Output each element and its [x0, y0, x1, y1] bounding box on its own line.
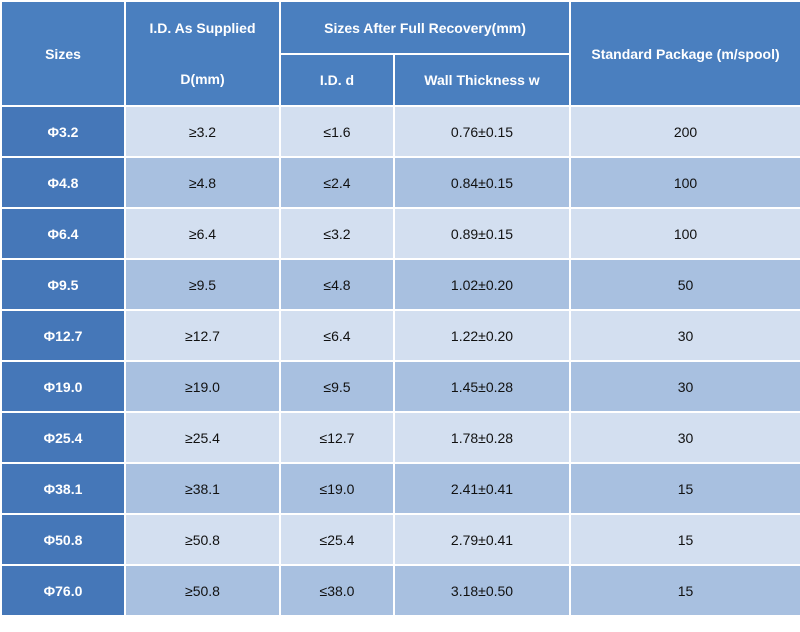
header-after-recovery: Sizes After Full Recovery(mm) — [278, 0, 572, 55]
cell-id-d: ≤3.2 — [279, 207, 395, 260]
cell-wall-thickness: 1.78±0.28 — [392, 411, 572, 464]
cell-size: Φ9.5 — [0, 258, 126, 311]
table-row: Φ38.1 ≥38.1 ≤19.0 2.41±0.41 15 — [0, 462, 800, 515]
cell-wall-thickness: 2.79±0.41 — [392, 513, 572, 566]
table-row: Φ19.0 ≥19.0 ≤9.5 1.45±0.28 30 — [0, 360, 800, 413]
cell-size: Φ4.8 — [0, 156, 126, 209]
cell-id-d: ≤25.4 — [279, 513, 395, 566]
table-row: Φ3.2 ≥3.2 ≤1.6 0.76±0.15 200 — [0, 105, 800, 158]
cell-size: Φ76.0 — [0, 564, 126, 617]
cell-standard-package: 100 — [569, 156, 800, 209]
cell-size: Φ25.4 — [0, 411, 126, 464]
cell-wall-thickness: 1.45±0.28 — [392, 360, 572, 413]
table-row: Φ6.4 ≥6.4 ≤3.2 0.89±0.15 100 — [0, 207, 800, 260]
header-standard-package: Standard Package (m/spool) — [569, 0, 800, 107]
table-row: Φ4.8 ≥4.8 ≤2.4 0.84±0.15 100 — [0, 156, 800, 209]
table-row: Φ12.7 ≥12.7 ≤6.4 1.22±0.20 30 — [0, 309, 800, 362]
cell-size: Φ50.8 — [0, 513, 126, 566]
cell-wall-thickness: 3.18±0.50 — [392, 564, 572, 617]
header-id-supplied-line2: D(mm) — [180, 71, 225, 87]
cell-id-d: ≤12.7 — [279, 411, 395, 464]
cell-wall-thickness: 2.41±0.41 — [392, 462, 572, 515]
cell-wall-thickness: 1.22±0.20 — [392, 309, 572, 362]
cell-standard-package: 200 — [569, 105, 800, 158]
cell-standard-package: 30 — [569, 309, 800, 362]
cell-id-d: ≤1.6 — [279, 105, 395, 158]
cell-id-supplied: ≥38.1 — [124, 462, 281, 515]
cell-wall-thickness: 1.02±0.20 — [392, 258, 572, 311]
cell-wall-thickness: 0.76±0.15 — [392, 105, 572, 158]
cell-standard-package: 15 — [569, 513, 800, 566]
table-row: Φ76.0 ≥50.8 ≤38.0 3.18±0.50 15 — [0, 564, 800, 617]
cell-id-supplied: ≥12.7 — [124, 309, 281, 362]
header-row-2: I.D. d Wall Thickness w — [1, 53, 800, 107]
cell-standard-package: 15 — [569, 564, 800, 617]
header-id-d: I.D. d — [279, 53, 395, 107]
header-wall-thickness: Wall Thickness w — [392, 53, 572, 107]
table-row: Φ50.8 ≥50.8 ≤25.4 2.79±0.41 15 — [0, 513, 800, 566]
cell-id-d: ≤4.8 — [279, 258, 395, 311]
cell-id-supplied: ≥3.2 — [124, 105, 281, 158]
cell-id-d: ≤9.5 — [279, 360, 395, 413]
cell-size: Φ12.7 — [0, 309, 126, 362]
cell-standard-package: 50 — [569, 258, 800, 311]
cell-standard-package: 30 — [569, 360, 800, 413]
cell-wall-thickness: 0.84±0.15 — [392, 156, 572, 209]
table-row: Φ25.4 ≥25.4 ≤12.7 1.78±0.28 30 — [0, 411, 800, 464]
cell-standard-package: 30 — [569, 411, 800, 464]
cell-size: Φ6.4 — [0, 207, 126, 260]
cell-size: Φ38.1 — [0, 462, 126, 515]
cell-size: Φ19.0 — [0, 360, 126, 413]
cell-id-d: ≤6.4 — [279, 309, 395, 362]
header-row-1: Sizes I.D. As Supplied D(mm) Sizes After… — [0, 0, 800, 107]
cell-id-d: ≤19.0 — [279, 462, 395, 515]
table-body: Φ3.2 ≥3.2 ≤1.6 0.76±0.15 200 Φ4.8 ≥4.8 ≤2.4 0.84… — [0, 105, 800, 617]
cell-standard-package: 100 — [569, 207, 800, 260]
cell-id-supplied: ≥50.8 — [124, 564, 281, 617]
cell-id-supplied: ≥19.0 — [124, 360, 281, 413]
cell-id-supplied: ≥50.8 — [124, 513, 281, 566]
table-row: Φ9.5 ≥9.5 ≤4.8 1.02±0.20 50 — [0, 258, 800, 311]
cell-id-supplied: ≥6.4 — [124, 207, 281, 260]
spec-table: Sizes I.D. As Supplied D(mm) Sizes After… — [0, 0, 800, 617]
cell-id-supplied: ≥4.8 — [124, 156, 281, 209]
header-id-supplied-line1: I.D. As Supplied — [149, 20, 256, 36]
cell-size: Φ3.2 — [0, 105, 126, 158]
header-sizes: Sizes — [0, 0, 126, 107]
cell-id-d: ≤38.0 — [279, 564, 395, 617]
cell-wall-thickness: 0.89±0.15 — [392, 207, 572, 260]
cell-standard-package: 15 — [569, 462, 800, 515]
header-id-supplied: I.D. As Supplied D(mm) — [124, 0, 281, 107]
cell-id-d: ≤2.4 — [279, 156, 395, 209]
cell-id-supplied: ≥25.4 — [124, 411, 281, 464]
cell-id-supplied: ≥9.5 — [124, 258, 281, 311]
